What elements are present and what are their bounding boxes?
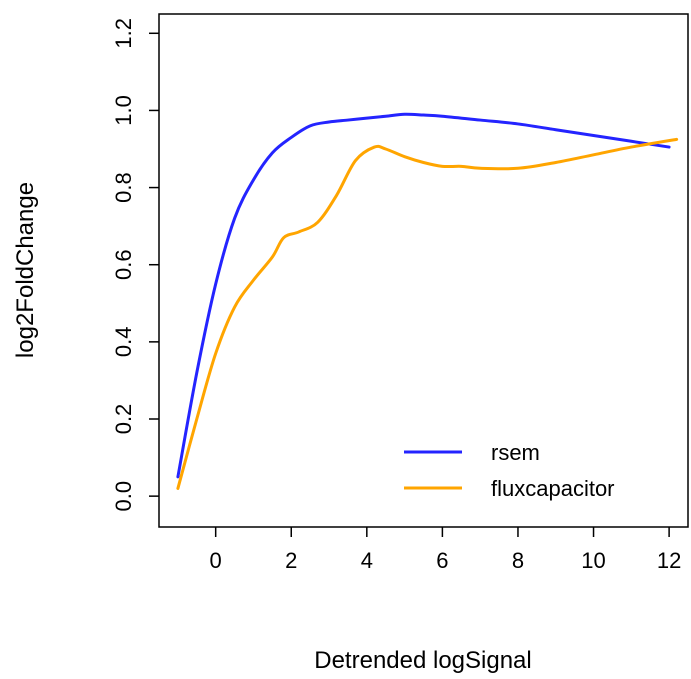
y-tick-label: 1.2 (111, 18, 136, 49)
y-tick-label: 0.0 (111, 481, 136, 512)
series-line-fluxcapacitor (176, 137, 679, 490)
y-tick-label: 0.6 (111, 249, 136, 280)
legend: rsem fluxcapacitor (404, 440, 615, 501)
y-tick-label: 0.4 (111, 327, 136, 358)
x-axis-title: Detrended logSignal (314, 647, 532, 674)
x-tick-label: 8 (512, 548, 524, 573)
plot-frame (158, 13, 689, 528)
series-line-rsem (176, 112, 671, 479)
x-tick-label: 4 (361, 548, 373, 573)
x-tick-label: 10 (581, 548, 605, 573)
x-axis: 0 2 4 6 8 10 12 (210, 527, 681, 573)
y-tick-label: 0.8 (111, 172, 136, 203)
x-tick-label: 12 (657, 548, 681, 573)
y-tick-label: 1.0 (111, 95, 136, 126)
y-axis: 0.0 0.2 0.4 0.6 0.8 1.0 1.2 (111, 18, 159, 511)
y-axis-title: log2FoldChange (12, 182, 39, 358)
y-tick-label: 0.2 (111, 404, 136, 435)
x-tick-label: 0 (210, 548, 222, 573)
x-tick-label: 6 (436, 548, 448, 573)
legend-label-fluxcapacitor: fluxcapacitor (491, 476, 615, 501)
x-tick-label: 2 (285, 548, 297, 573)
series-layer (176, 112, 679, 490)
legend-label-rsem: rsem (491, 440, 540, 465)
